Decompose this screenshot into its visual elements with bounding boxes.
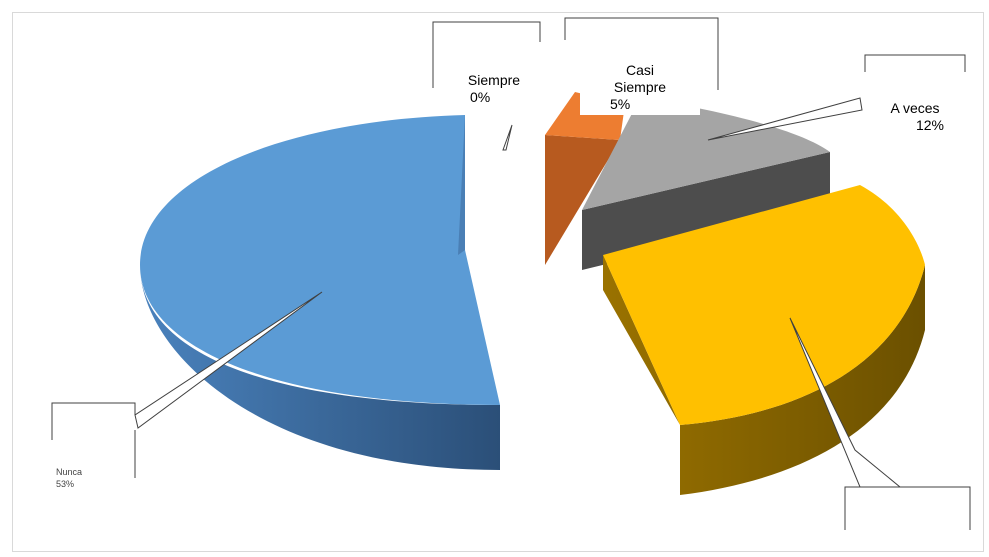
bracket-aveces: [864, 54, 966, 72]
leader-lines: [134, 97, 902, 488]
label-siempre-pct: 0%: [470, 89, 491, 105]
label-casi-siempre-pct: 5%: [610, 96, 631, 112]
leader-siempre: [502, 124, 513, 151]
pie-slice-casi-siempre-side: [545, 135, 620, 265]
label-a-veces-pct: 12%: [915, 117, 945, 133]
label-casi-siempre: Casi Siempre 5%: [580, 60, 700, 115]
label-nunca: Nunca 53%: [56, 466, 82, 490]
pie-slice-nunca: [140, 115, 500, 470]
bracket-gold: [844, 486, 971, 530]
label-casi-siempre-line2: Siempre: [613, 79, 667, 95]
pie-slice-a-veces-side: [582, 152, 830, 270]
bracket-nunca: [51, 402, 136, 478]
label-nunca-pct: 53%: [56, 479, 75, 489]
pie-slice-nunca-top: [140, 115, 500, 405]
label-siempre-name: Siempre: [467, 72, 521, 88]
pie-slice-nunca-side: [140, 265, 500, 470]
bracket-casi: [564, 17, 719, 90]
label-brackets: [51, 17, 971, 530]
pie-slice-gold-top: [603, 185, 925, 425]
label-nunca-name: Nunca: [56, 467, 83, 477]
pie-slice-nunca-inner-edge: [458, 115, 465, 255]
label-a-veces: A veces 12%: [870, 100, 960, 134]
leader-nunca: [134, 291, 323, 429]
leader-a-veces: [707, 97, 863, 141]
bracket-siempre: [432, 21, 541, 88]
label-a-veces-name: A veces: [890, 100, 940, 116]
label-casi-siempre-line1: Casi: [625, 62, 654, 78]
label-siempre: Siempre 0%: [440, 70, 548, 108]
